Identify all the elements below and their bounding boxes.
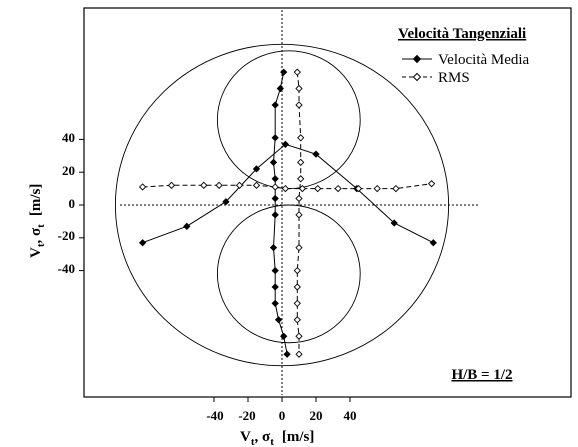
- legend: Velocità Tangenziali Velocità Media RMS: [398, 26, 530, 86]
- data-point: [295, 194, 303, 203]
- y-tick-label: 40: [62, 130, 75, 145]
- data-point: [280, 68, 288, 76]
- data-point: [354, 184, 363, 193]
- x-tick-label: 0: [279, 408, 286, 423]
- data-point: [235, 181, 244, 189]
- data-point: [269, 244, 278, 252]
- y-tick-labels: 40 20 0 -20 -40: [58, 130, 75, 276]
- y-axis-label: Vt, σt[m/s]: [28, 184, 47, 258]
- data-point: [281, 184, 290, 193]
- x-tick-labels: -40 -20 0 20 40: [206, 408, 356, 423]
- series-rms: [138, 68, 436, 358]
- data-point: [297, 158, 305, 166]
- series-line: [142, 183, 432, 190]
- data-point: [271, 299, 279, 308]
- data-point: [297, 134, 305, 142]
- data-point: [222, 198, 230, 206]
- data-point: [271, 266, 279, 275]
- series-layer: [138, 68, 437, 358]
- data-point: [293, 68, 301, 76]
- legend-swatch-rms-marker: [412, 72, 422, 82]
- x-axis-label: Vt, σt [m/s]: [240, 429, 314, 447]
- data-point: [183, 222, 191, 230]
- data-point: [271, 283, 279, 291]
- x-tick-label: -20: [238, 408, 255, 423]
- legend-entry-rms: RMS: [438, 70, 470, 86]
- data-point: [271, 175, 279, 183]
- data-point: [280, 332, 288, 340]
- data-point: [200, 181, 208, 189]
- data-point: [138, 239, 147, 247]
- legend-swatch-media-marker: [412, 54, 422, 64]
- data-point: [274, 316, 283, 324]
- data-point: [427, 180, 436, 188]
- data-point: [295, 244, 303, 252]
- data-point: [252, 181, 261, 189]
- data-point: [138, 183, 147, 191]
- legend-title: Velocità Tangenziali: [398, 26, 526, 42]
- data-point: [293, 266, 301, 275]
- data-point: [271, 194, 279, 203]
- data-point: [276, 84, 284, 93]
- data-point: [295, 211, 303, 219]
- data-point: [215, 181, 223, 189]
- data-point: [295, 332, 303, 340]
- y-tick-label: 20: [62, 163, 75, 178]
- outer-circle: [114, 43, 450, 367]
- y-tick-label: -20: [58, 228, 75, 243]
- data-point: [373, 184, 381, 193]
- data-point: [314, 184, 322, 193]
- data-point: [392, 184, 400, 193]
- data-point: [271, 134, 279, 142]
- data-point: [295, 101, 303, 109]
- data-point: [281, 140, 290, 148]
- data-point: [293, 299, 301, 308]
- data-point: [269, 158, 278, 166]
- data-point: [252, 165, 261, 173]
- data-point: [283, 350, 291, 358]
- x-tick-label: 20: [310, 408, 323, 423]
- data-point: [293, 283, 301, 291]
- data-point: [271, 183, 279, 191]
- data-point: [334, 184, 342, 193]
- data-point: [312, 150, 320, 158]
- axis-ticks-layer: [79, 138, 351, 402]
- data-point: [295, 84, 303, 93]
- y-tick-label: 0: [69, 196, 76, 211]
- data-point: [271, 101, 279, 109]
- x-tick-label: -40: [206, 408, 223, 423]
- legend-entry-media: Velocità Media: [438, 52, 530, 68]
- y-tick-label: -40: [58, 261, 75, 276]
- data-point: [167, 181, 176, 189]
- lower-circle: [216, 204, 361, 344]
- data-point: [390, 219, 398, 227]
- data-point: [293, 316, 301, 324]
- series-line: [296, 72, 302, 355]
- hb-annotation: H/B = 1/2: [451, 367, 512, 383]
- x-tick-label: 40: [344, 408, 357, 423]
- data-point: [295, 350, 303, 358]
- data-point: [297, 175, 305, 183]
- data-point: [271, 211, 279, 219]
- data-point: [429, 239, 437, 247]
